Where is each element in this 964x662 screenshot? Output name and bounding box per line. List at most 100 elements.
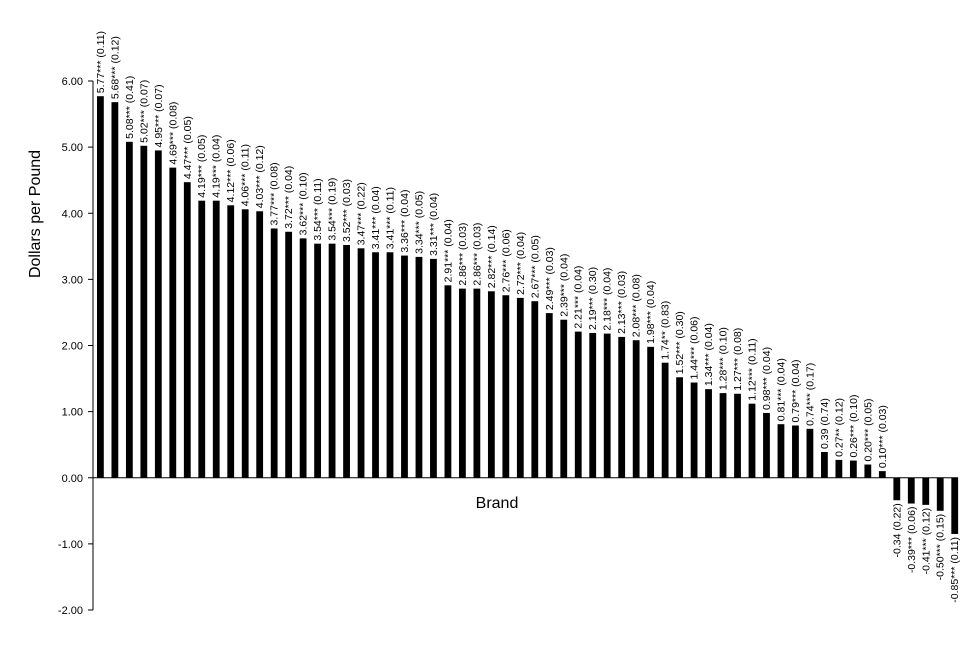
bar-data-label: 0.39 (0.74) <box>819 398 831 449</box>
bar <box>487 291 495 478</box>
bar <box>415 256 423 478</box>
bar-data-label: 5.08*** (0.41) <box>124 76 136 139</box>
bar <box>357 248 365 478</box>
bar-data-label: 3.72*** (0.04) <box>283 166 295 229</box>
bar <box>473 288 481 478</box>
bar-data-label: 0.79*** (0.04) <box>790 359 802 422</box>
bar-data-label: 3.34*** (0.05) <box>413 191 425 254</box>
bar <box>849 460 857 478</box>
bar-data-label: 1.34*** (0.04) <box>703 323 715 386</box>
bar-data-label: 1.52*** (0.30) <box>674 311 686 374</box>
bar <box>154 150 162 478</box>
bar <box>690 382 698 478</box>
bar <box>270 228 278 478</box>
bar <box>589 332 597 478</box>
bar <box>401 255 408 478</box>
bar <box>183 182 191 478</box>
bar-data-label: -0.41*** (0.12) <box>920 508 932 575</box>
y-tick-label: 6.00 <box>62 76 83 88</box>
bar-data-label: 2.82*** (0.14) <box>486 225 498 288</box>
bar-data-label: 4.95*** (0.07) <box>153 84 165 147</box>
bar-data-label: -0.34 (0.22) <box>891 503 903 557</box>
bar-data-label: 2.08*** (0.08) <box>631 274 643 337</box>
bar <box>531 301 539 478</box>
bar <box>661 362 669 478</box>
y-tick-label: 5.00 <box>62 142 83 154</box>
bar <box>140 145 148 478</box>
bar <box>734 393 741 478</box>
bar-data-label: 3.47*** (0.22) <box>356 182 368 245</box>
bar <box>299 238 307 478</box>
x-axis-title: Brand <box>476 495 519 512</box>
bar-data-label: 1.27*** (0.08) <box>732 328 744 391</box>
bar <box>893 477 901 501</box>
y-tick-label: 0.00 <box>62 473 83 485</box>
bar <box>705 389 712 478</box>
bar-data-label: 4.47*** (0.05) <box>182 116 194 179</box>
y-tick-label: -1.00 <box>58 539 83 551</box>
bar-labels: 5.77*** (0.11) 5.68*** (0.12)5.08*** (0.4… <box>95 31 964 629</box>
bar <box>372 252 379 478</box>
bar-data-label: 2.86*** (0.03) <box>471 223 483 286</box>
y-tick-label: 1.00 <box>62 407 83 419</box>
y-tick-label: 4.00 <box>62 208 83 220</box>
y-axis-title: Dollars per Pound <box>27 150 44 278</box>
bar <box>328 243 336 478</box>
y-tick-label: -2.00 <box>58 605 83 617</box>
bar <box>169 167 177 478</box>
bar-data-label: 0.74*** (0.17) <box>804 363 816 426</box>
bar <box>502 295 510 478</box>
bar-data-label: 1.74** (0.83) <box>660 301 672 360</box>
bar-data-label: -0.50*** (0.15) <box>935 514 947 581</box>
bar-data-label: 3.54*** (0.11) <box>312 178 324 240</box>
y-tick-label: 2.00 <box>62 341 83 353</box>
bar-data-label: 0.27** (0.12) <box>833 398 845 457</box>
bar-data-label: 2.39*** (0.04) <box>558 254 570 317</box>
bar <box>227 205 235 478</box>
bar-data-label: 0.26*** (0.10) <box>848 395 860 458</box>
bar <box>748 403 756 478</box>
bar <box>632 340 640 478</box>
bar-data-label: 5.77*** (0.11) <box>95 31 107 93</box>
bar <box>285 231 293 478</box>
bar-data-label: 0.10*** (0.03) <box>877 405 889 468</box>
bar <box>936 477 944 511</box>
bar-data-label: 3.77*** (0.08) <box>269 162 281 225</box>
bar-data-label: 1.98*** (0.04) <box>645 281 657 344</box>
bar <box>922 477 930 505</box>
bar <box>777 424 785 478</box>
bar <box>907 477 915 504</box>
bar <box>792 425 799 478</box>
bar-data-label: 4.19*** (0.05) <box>196 135 208 198</box>
bar-data-label: 1.12*** (0.11) <box>747 338 759 400</box>
bar <box>763 412 770 478</box>
bar-data-label: 3.52*** (0.03) <box>341 179 353 242</box>
bar <box>574 331 582 478</box>
bar-data-label: 3.41*** (0.11) <box>385 187 397 249</box>
bar-data-label: 0.81*** (0.04) <box>775 358 787 421</box>
bar <box>878 471 886 478</box>
y-axis: 6.00 5.00 4.00 3.00 2.00 1.00 0.00 -1.00 -2.00 <box>58 76 94 617</box>
bar-data-label: 5.02*** (0.07) <box>138 80 150 143</box>
bar-data-label: 2.72*** (0.04) <box>515 232 527 295</box>
bar <box>256 211 264 478</box>
bar <box>430 258 437 478</box>
bar <box>444 285 452 478</box>
bar <box>111 102 119 478</box>
bar <box>97 96 104 478</box>
bar <box>719 393 727 478</box>
bar-data-label: 2.21*** (0.04) <box>573 266 585 329</box>
bar <box>386 252 394 478</box>
bar-data-label: 3.36*** (0.04) <box>399 190 411 253</box>
bar <box>198 200 206 478</box>
bar <box>821 451 828 478</box>
bar <box>314 243 321 478</box>
bar-data-label: 2.91*** (0.04) <box>442 219 454 282</box>
bar <box>618 336 626 478</box>
bar <box>603 333 611 478</box>
bar-data-label: 4.19*** (0.04) <box>211 135 223 198</box>
bar-data-label: 0.20*** (0.05) <box>862 398 874 461</box>
bar-data-label: 4.69*** (0.08) <box>167 102 179 165</box>
bar-data-label: 4.12*** (0.06) <box>225 139 237 202</box>
bar <box>459 288 466 478</box>
